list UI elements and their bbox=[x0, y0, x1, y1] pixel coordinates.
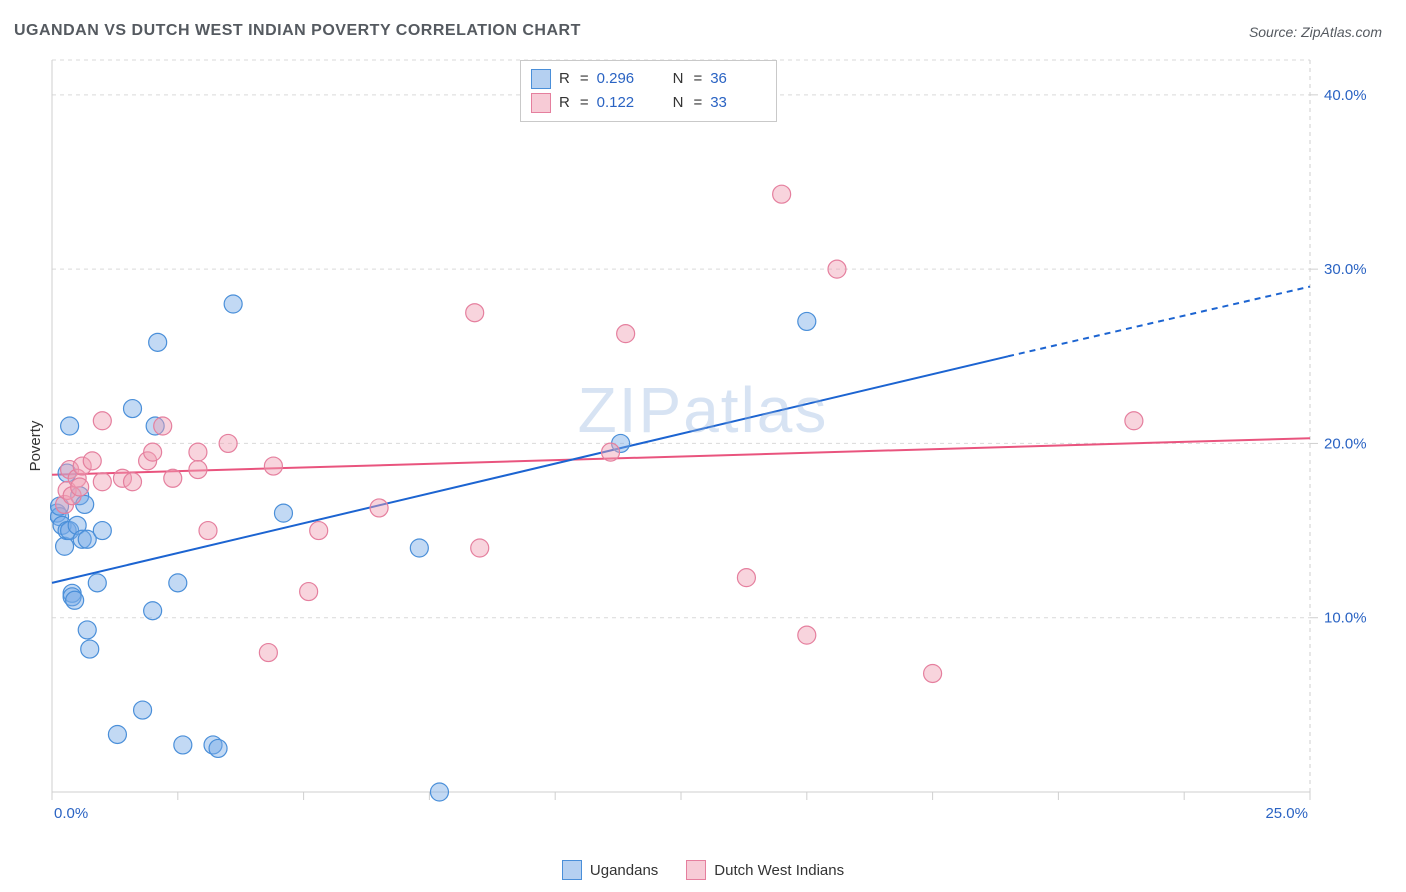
swatch-dutch bbox=[531, 93, 551, 113]
r-value-ugandans: 0.296 bbox=[597, 67, 649, 91]
eq-sign: = bbox=[693, 91, 702, 115]
svg-text:20.0%: 20.0% bbox=[1324, 435, 1367, 452]
eq-sign: = bbox=[580, 67, 589, 91]
eq-sign: = bbox=[580, 91, 589, 115]
legend-swatch-ugandans bbox=[562, 860, 582, 880]
r-label: R bbox=[559, 67, 570, 91]
legend-item-dutch: Dutch West Indians bbox=[686, 860, 844, 880]
y-axis-label: Poverty bbox=[27, 421, 44, 472]
scatter-plot: 0.0% 25.0% 10.0% 20.0% 30.0% 40.0% bbox=[50, 56, 1380, 826]
legend-label-dutch: Dutch West Indians bbox=[714, 862, 844, 879]
source-label: Source: ZipAtlas.com bbox=[1249, 24, 1382, 40]
n-value-dutch: 33 bbox=[710, 91, 762, 115]
legend: Ugandans Dutch West Indians bbox=[0, 860, 1406, 880]
n-label: N bbox=[673, 67, 684, 91]
r-label: R bbox=[559, 91, 570, 115]
plot-area: 0.0% 25.0% 10.0% 20.0% 30.0% 40.0% bbox=[50, 56, 1380, 826]
n-label: N bbox=[673, 91, 684, 115]
chart-title: UGANDAN VS DUTCH WEST INDIAN POVERTY COR… bbox=[14, 22, 581, 40]
legend-swatch-dutch bbox=[686, 860, 706, 880]
correlation-stats-box: R = 0.296 N = 36 R = 0.122 N = 33 bbox=[520, 60, 777, 122]
eq-sign: = bbox=[693, 67, 702, 91]
svg-text:0.0%: 0.0% bbox=[54, 805, 88, 822]
stat-row-dutch: R = 0.122 N = 33 bbox=[531, 91, 762, 115]
swatch-ugandans bbox=[531, 69, 551, 89]
svg-text:40.0%: 40.0% bbox=[1324, 87, 1367, 104]
n-value-ugandans: 36 bbox=[710, 67, 762, 91]
stat-row-ugandans: R = 0.296 N = 36 bbox=[531, 67, 762, 91]
chart-container: UGANDAN VS DUTCH WEST INDIAN POVERTY COR… bbox=[0, 0, 1406, 892]
legend-label-ugandans: Ugandans bbox=[590, 862, 658, 879]
r-value-dutch: 0.122 bbox=[597, 91, 649, 115]
legend-item-ugandans: Ugandans bbox=[562, 860, 658, 880]
svg-text:10.0%: 10.0% bbox=[1324, 610, 1367, 627]
svg-text:30.0%: 30.0% bbox=[1324, 261, 1367, 278]
svg-text:25.0%: 25.0% bbox=[1265, 805, 1308, 822]
